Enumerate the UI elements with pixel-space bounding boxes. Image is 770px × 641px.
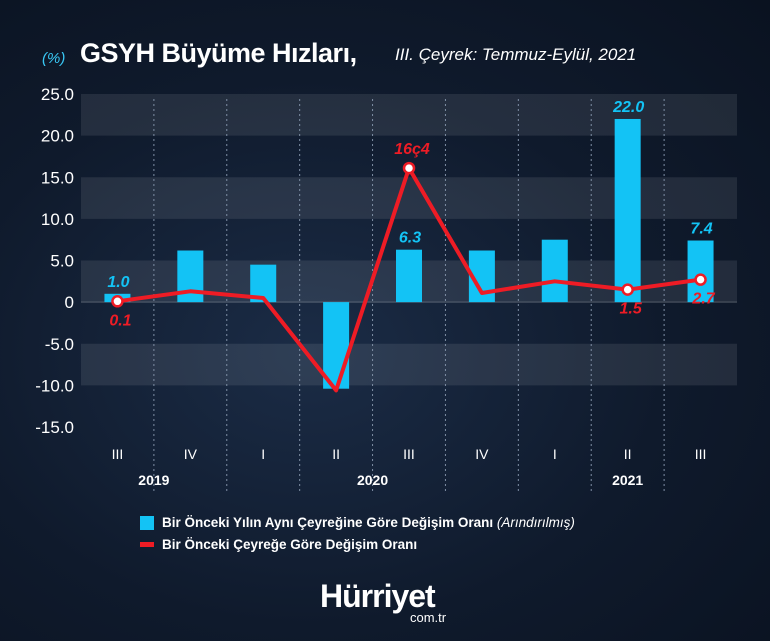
logo-domain: com.tr [410, 610, 447, 625]
legend-bar-swatch [140, 516, 154, 530]
hurriyet-logo: Hürriyet com.tr [320, 578, 446, 625]
data-label-group: 1.0 6.3 22.0 7.4 0.1 16ç4 1.5 2.7 [107, 99, 715, 329]
year-label: 2019 [138, 472, 169, 488]
y-tick-label: 0 [65, 293, 74, 312]
logo-name: Hürriyet [320, 578, 436, 614]
legend-bar-label: Bir Önceki Yılın Aynı Çeyreğine Göre Değ… [162, 515, 494, 530]
line-marker [402, 161, 416, 175]
bar-data-label: 6.3 [399, 230, 421, 247]
year-label: 2021 [612, 472, 643, 488]
bar-data-label: 1.0 [107, 274, 129, 291]
x-tick-label: II [332, 446, 340, 462]
y-tick-label: 15.0 [41, 168, 74, 187]
x-tick-label: III [112, 446, 124, 462]
line-data-label: 2.7 [691, 291, 715, 308]
y-tick-label: 20.0 [41, 127, 74, 146]
bar [687, 240, 714, 303]
chart-title: GSYH Büyüme Hızları, [80, 38, 357, 68]
x-tick-label: IV [184, 446, 198, 462]
bar [614, 118, 641, 303]
x-tick-label: II [624, 446, 632, 462]
y-tick-label: -5.0 [45, 335, 74, 354]
bar [396, 249, 422, 303]
line-group [111, 161, 707, 393]
line-data-label: 1.5 [620, 301, 643, 318]
year-label: 2020 [357, 472, 388, 488]
legend-bar-note: (Arındırılmış) [496, 515, 575, 530]
y-tick-label: 25.0 [41, 85, 74, 104]
line-marker [621, 283, 634, 296]
bar-data-label: 7.4 [690, 221, 712, 238]
unit-label: (%) [42, 50, 66, 67]
x-tick-label: IV [475, 446, 489, 462]
line-marker [111, 295, 124, 308]
x-tick-label: I [553, 446, 557, 462]
line-data-label: 0.1 [109, 312, 131, 329]
x-tick-label: III [403, 446, 415, 462]
legend-line-swatch [140, 542, 154, 547]
y-tick-label: -10.0 [35, 376, 74, 395]
grid-band [81, 343, 737, 386]
legend-bar-text: Bir Önceki Yılın Aynı Çeyreğine Göre Değ… [162, 515, 575, 530]
y-tick-label: 5.0 [50, 252, 74, 271]
bar [541, 239, 568, 303]
chart-subtitle: III. Çeyrek: Temmuz-Eylül, 2021 [395, 45, 637, 64]
legend-line-label: Bir Önceki Çeyreğe Göre Değişim Oranı [162, 537, 418, 552]
y-tick-label: -15.0 [35, 418, 74, 437]
y-tick-label: 10.0 [41, 210, 74, 229]
bar-data-label: 22.0 [612, 99, 644, 116]
x-tick-label: I [261, 446, 265, 462]
bar [323, 302, 350, 389]
x-tick-label: III [695, 446, 707, 462]
line-marker [694, 273, 707, 286]
line-data-label: 16ç4 [394, 141, 430, 158]
